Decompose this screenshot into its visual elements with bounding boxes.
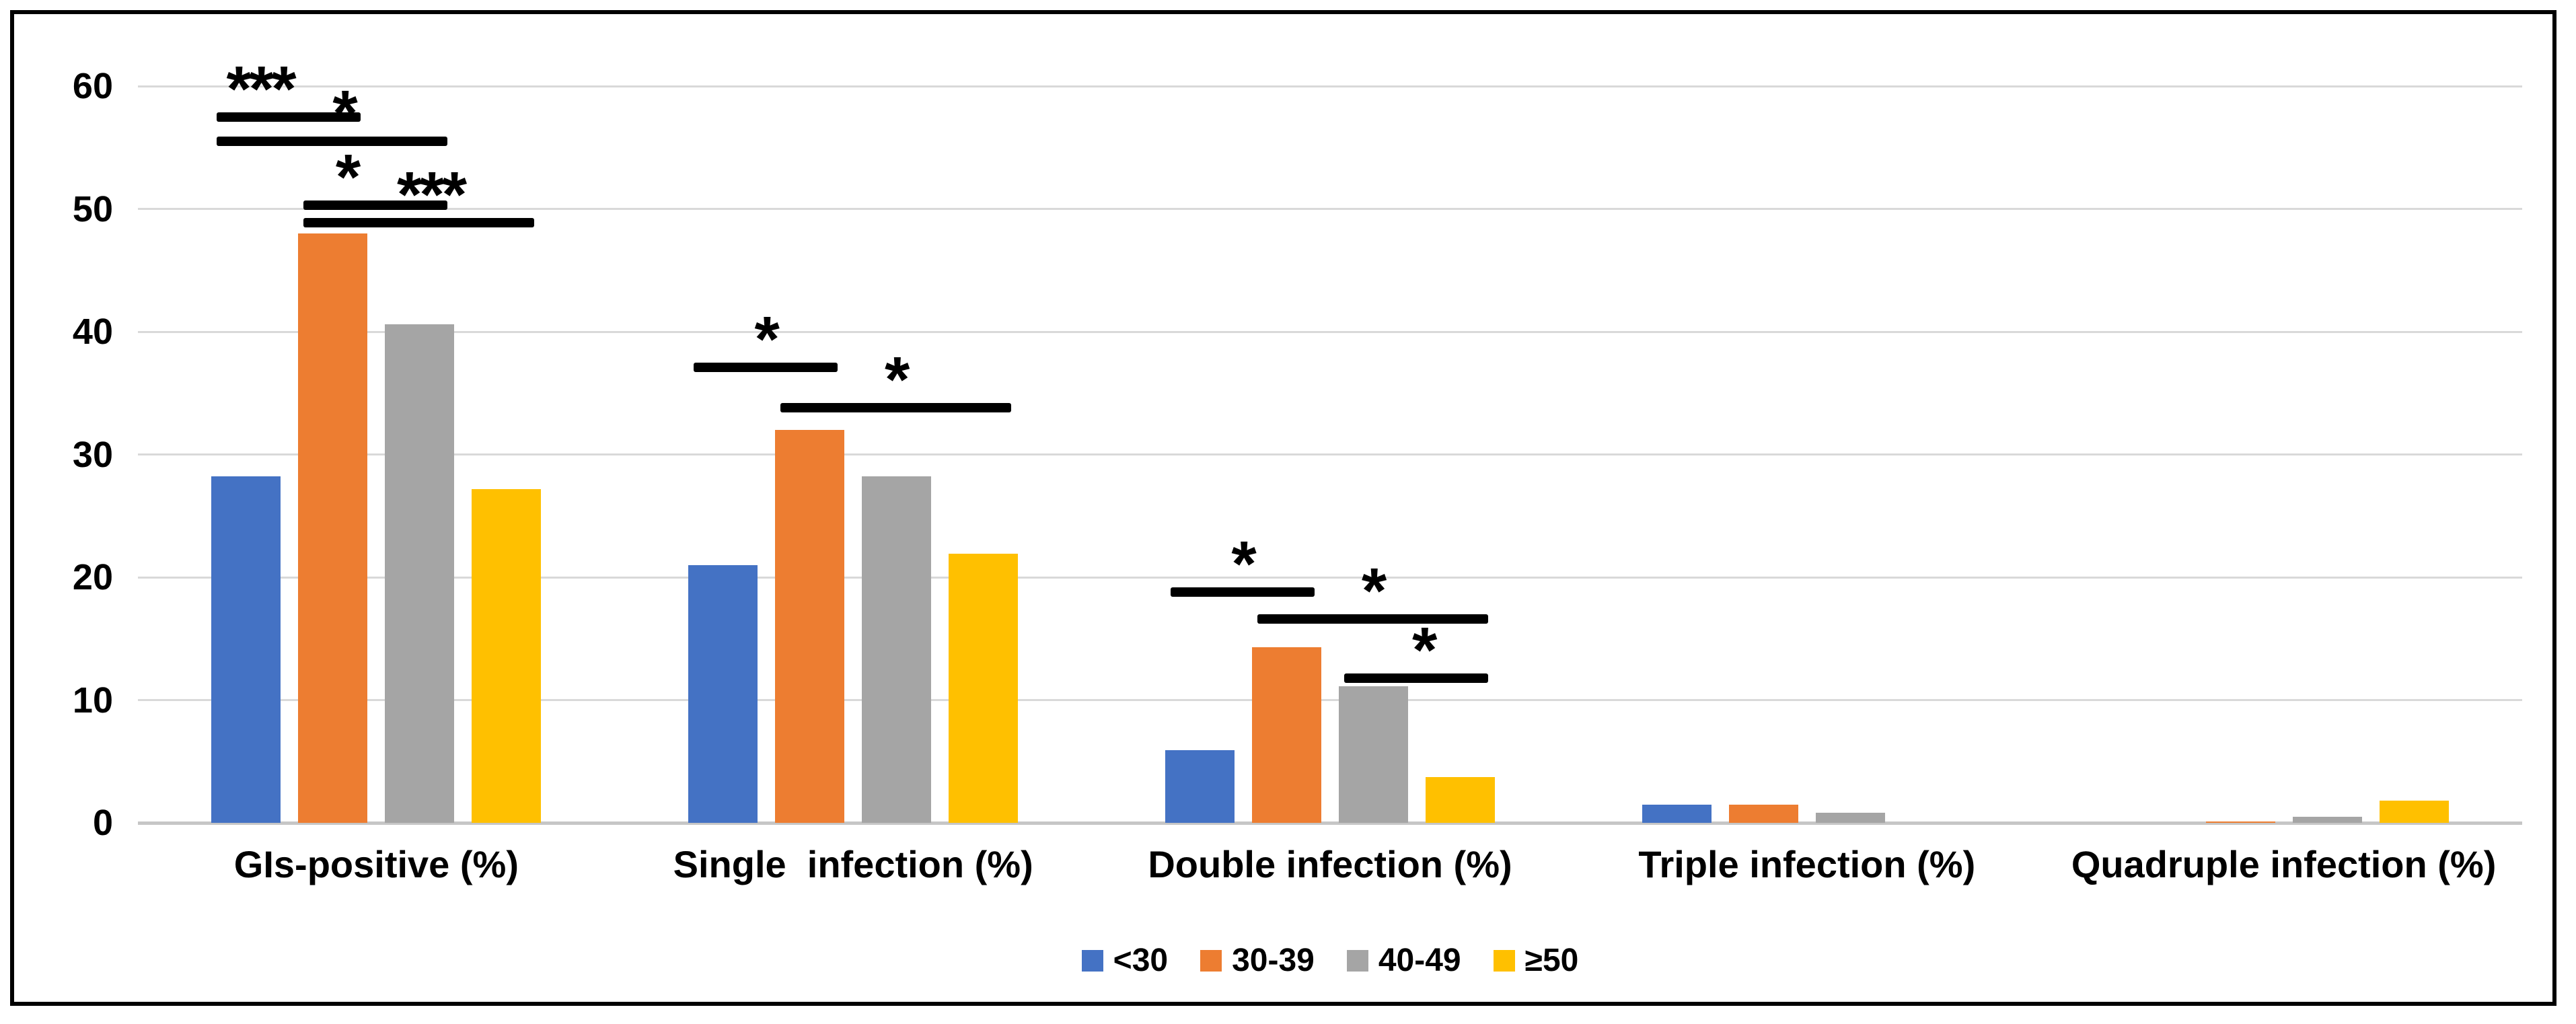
significance-label-4: * xyxy=(754,303,780,375)
significance-line-3 xyxy=(303,217,535,227)
significance-label-5: * xyxy=(885,344,910,416)
gridline-0 xyxy=(138,821,2522,825)
significance-label-1: * xyxy=(332,77,357,150)
legend-marker-<30 xyxy=(1081,950,1103,972)
bar-30-39-cat2 xyxy=(1252,647,1321,823)
significance-label-3: *** xyxy=(397,158,467,231)
y-tick-label-0: 0 xyxy=(92,803,113,843)
bar-30-39-cat1 xyxy=(775,430,845,823)
significance-line-5 xyxy=(780,403,1012,413)
significance-line-6 xyxy=(1171,587,1315,597)
significance-line-2 xyxy=(303,200,448,211)
significance-label-6: * xyxy=(1231,527,1256,600)
bar-30-39-cat0 xyxy=(298,233,368,823)
bar-40-49-cat0 xyxy=(385,324,455,823)
bar-40-49-cat3 xyxy=(1815,813,1885,823)
significance-line-1 xyxy=(217,137,448,147)
legend-label-≥50: ≥50 xyxy=(1524,943,1579,978)
gridline-20 xyxy=(138,576,2522,579)
significance-label-8: * xyxy=(1412,614,1437,686)
legend-label-40-49: 40-49 xyxy=(1378,943,1461,978)
bar-30-39-cat4 xyxy=(2205,821,2275,823)
legend-item-40-49: 40-49 xyxy=(1346,943,1461,978)
gridline-10 xyxy=(138,699,2522,701)
significance-line-7 xyxy=(1257,614,1488,624)
y-tick-label-30: 30 xyxy=(72,434,113,475)
category-label-1: Single infection (%) xyxy=(673,843,1033,885)
legend-item-≥50: ≥50 xyxy=(1493,943,1579,978)
y-tick-label-10: 10 xyxy=(72,680,113,721)
significance-line-0 xyxy=(217,112,361,122)
bar-40-49-cat1 xyxy=(862,476,932,823)
category-label-3: Triple infection (%) xyxy=(1638,843,1976,885)
y-tick-label-50: 50 xyxy=(72,188,113,229)
bar-≥50-cat0 xyxy=(472,488,542,823)
bar-<30-cat0 xyxy=(211,476,281,823)
bar-<30-cat1 xyxy=(688,564,758,823)
y-tick-label-40: 40 xyxy=(72,312,113,352)
legend-marker-≥50 xyxy=(1493,950,1515,972)
bar-40-49-cat4 xyxy=(2292,816,2362,823)
legend-label-<30: <30 xyxy=(1113,943,1169,978)
gridline-30 xyxy=(138,453,2522,455)
bar-≥50-cat4 xyxy=(2379,801,2449,823)
significance-line-8 xyxy=(1344,673,1488,683)
bar-≥50-cat1 xyxy=(949,554,1019,823)
y-tick-label-20: 20 xyxy=(72,557,113,597)
gridline-50 xyxy=(138,208,2522,210)
legend-marker-40-49 xyxy=(1346,950,1368,972)
bar-≥50-cat2 xyxy=(1426,777,1495,823)
significance-label-0: *** xyxy=(226,52,297,125)
legend-item-30-39: 30-39 xyxy=(1200,943,1315,978)
bar-<30-cat2 xyxy=(1165,750,1235,823)
legend-item-<30: <30 xyxy=(1081,943,1169,978)
legend-marker-30-39 xyxy=(1200,950,1222,972)
category-label-4: Quadruple infection (%) xyxy=(2071,843,2497,885)
category-label-0: GIs-positive (%) xyxy=(233,843,519,885)
significance-line-4 xyxy=(694,362,838,372)
y-tick-label-60: 60 xyxy=(72,66,113,106)
category-label-2: Double infection (%) xyxy=(1148,843,1512,885)
bar-30-39-cat3 xyxy=(1728,804,1798,823)
legend-label-30-39: 30-39 xyxy=(1232,943,1315,978)
significance-label-2: * xyxy=(335,141,361,214)
gridline-40 xyxy=(138,330,2522,333)
gridline-60 xyxy=(138,85,2522,87)
significance-label-7: * xyxy=(1361,555,1387,628)
legend: <30 30-39 40-49 ≥50 xyxy=(138,943,2522,978)
bar-<30-cat3 xyxy=(1642,804,1712,823)
bar-40-49-cat2 xyxy=(1339,686,1408,823)
